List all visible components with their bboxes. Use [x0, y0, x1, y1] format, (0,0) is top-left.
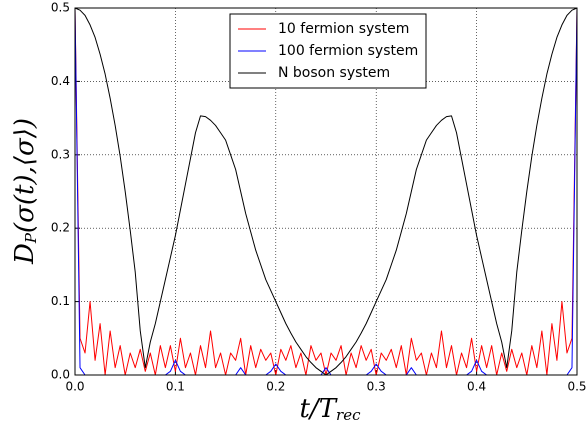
legend-label: N boson system — [278, 65, 390, 81]
x-tick-label: 0.2 — [266, 380, 285, 394]
y-tick-label: 0.4 — [51, 74, 70, 88]
y-tick-label: 0.1 — [51, 294, 70, 308]
legend-label: 10 fermion system — [278, 21, 409, 37]
y-tick-label: 0.3 — [51, 147, 70, 161]
x-tick-label: 0.3 — [367, 380, 386, 394]
x-tick-label: 0.4 — [467, 380, 486, 394]
x-tick-label: 0.1 — [166, 380, 185, 394]
plot-frame — [74, 7, 578, 376]
y-tick-label: 0.5 — [51, 1, 70, 15]
x-tick-label: 0.5 — [567, 380, 586, 394]
y-tick-label: 0.0 — [51, 368, 70, 382]
x-axis-label: t/Trec — [299, 394, 361, 424]
legend: 10 fermion system 100 fermion system N bos… — [229, 13, 427, 89]
legend-label: 100 fermion system — [278, 43, 418, 59]
y-axis-label: DP(σ(t),⟨σ⟩) — [10, 118, 40, 265]
y-tick-label: 0.2 — [51, 221, 70, 235]
x-tick-label: 0.0 — [65, 380, 84, 394]
